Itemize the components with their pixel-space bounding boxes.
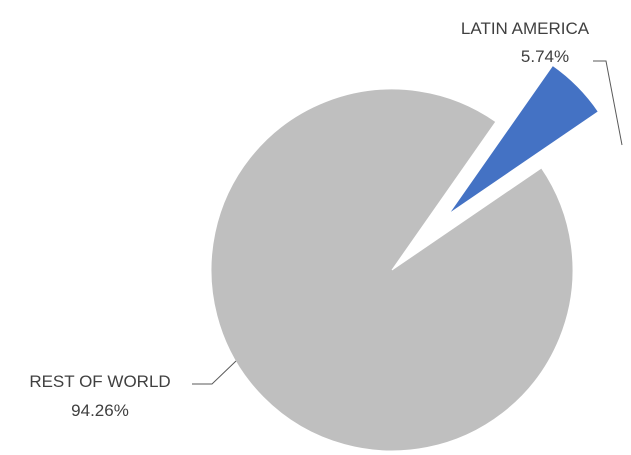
- pie-slice-rest-of-world: [210, 88, 574, 452]
- data-label-rest-of-world-name: REST OF WORLD: [29, 372, 170, 391]
- data-label-latin-america-value: 5.74%: [521, 47, 569, 66]
- data-label-rest-of-world-value: 94.26%: [71, 401, 129, 420]
- pie-slice-latin-america: [448, 64, 600, 215]
- leader-line-latin-america: [593, 60, 623, 146]
- data-label-latin-america-name: LATIN AMERICA: [461, 19, 590, 38]
- leader-line-rest-of-world: [192, 360, 237, 385]
